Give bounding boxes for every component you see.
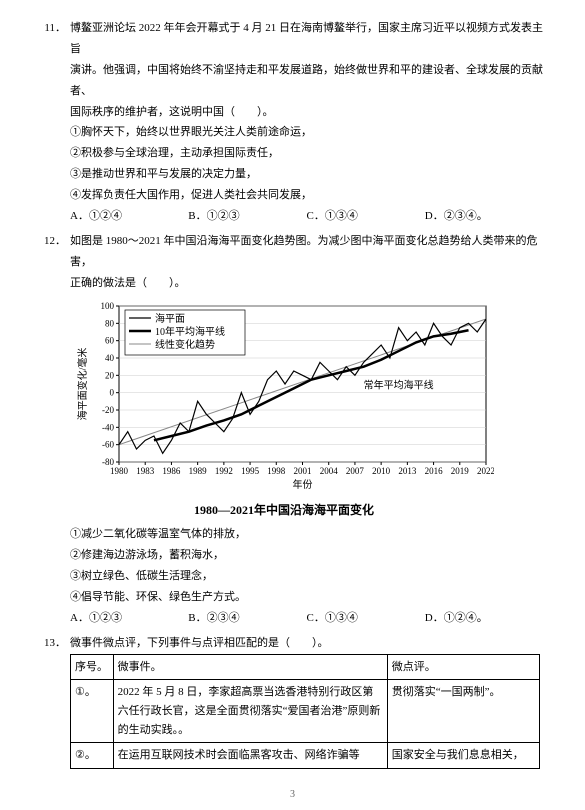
q11-stem-line2: 演讲。他强调，中国将始终不渝坚持走和平发展道路，始终做世界和平的建设者、全球发展… (70, 60, 543, 102)
table-row: ②。 在运用互联网技术时会面临黑客攻击、网络诈骗等 国家安全与我们息息相关， (71, 743, 540, 769)
svg-text:-40: -40 (102, 422, 114, 432)
svg-text:2010: 2010 (372, 466, 391, 476)
q12-opt-b: B．②③④ (188, 608, 306, 629)
svg-text:2016: 2016 (425, 466, 444, 476)
svg-text:1986: 1986 (162, 466, 181, 476)
q12-stem-line1: 如图是 1980～2021 年中国沿海海平面变化趋势图。为减少图中海平面变化总趋… (70, 231, 543, 273)
svg-text:80: 80 (105, 318, 115, 328)
cell-r1c1: ①。 (71, 680, 114, 743)
svg-text:0: 0 (110, 387, 115, 397)
q11-opt-d: D．②③④。 (425, 206, 543, 227)
th-seq: 序号。 (71, 654, 114, 680)
svg-text:常年平均海平线: 常年平均海平线 (364, 378, 434, 391)
svg-text:1989: 1989 (189, 466, 208, 476)
q13-stem: 微事件微点评，下列事件与点评相匹配的是（ ）。 (70, 633, 543, 654)
cell-r1c2: 2022 年 5 月 8 日，李家超高票当选香港特别行政区第六任行政长官，这是全… (113, 680, 387, 743)
q11-item3: ③是推动世界和平与发展的决定力量， (70, 164, 543, 185)
q11-item2: ②积极参与全球治理，主动承担国际责任， (70, 143, 543, 164)
svg-text:1983: 1983 (136, 466, 155, 476)
svg-text:2004: 2004 (320, 466, 339, 476)
th-comment: 微点评。 (387, 654, 539, 680)
q13-table: 序号。 微事件。 微点评。 ①。 2022 年 5 月 8 日，李家超高票当选香… (70, 654, 540, 769)
svg-text:2013: 2013 (398, 466, 417, 476)
q12-item4: ④倡导节能、环保、绿色生产方式。 (70, 587, 543, 608)
svg-text:2019: 2019 (451, 466, 470, 476)
cell-r1c3: 贯彻落实“一国两制”。 (387, 680, 539, 743)
svg-text:年份: 年份 (293, 478, 313, 490)
question-11: 11． 博鳌亚洲论坛 2022 年年会开幕式于 4 月 21 日在海南博鳌举行，… (42, 18, 543, 227)
q11-opt-a: A．①②④ (70, 206, 188, 227)
svg-text:线性变化趋势: 线性变化趋势 (155, 338, 215, 351)
svg-text:10年平均海平线: 10年平均海平线 (155, 325, 225, 338)
q12-options: A．①②③ B．②③④ C．①③④ D．①②④。 (70, 608, 543, 629)
svg-text:2001: 2001 (294, 466, 312, 476)
svg-text:海平面变化/毫米: 海平面变化/毫米 (76, 347, 89, 420)
q11-stem-line1: 博鳌亚洲论坛 2022 年年会开幕式于 4 月 21 日在海南博鳌举行，国家主席… (70, 18, 543, 60)
q12-opt-d: D．①②④。 (425, 608, 543, 629)
q11-opt-c: C．①③④ (307, 206, 425, 227)
q12-opt-c: C．①③④ (307, 608, 425, 629)
table-row: ①。 2022 年 5 月 8 日，李家超高票当选香港特别行政区第六任行政长官，… (71, 680, 540, 743)
q12-item3: ③树立绿色、低碳生活理念， (70, 566, 543, 587)
q12-number: 12． (42, 231, 70, 273)
svg-text:20: 20 (105, 370, 115, 380)
q12-item1: ①减少二氧化碳等温室气体的排放， (70, 524, 543, 545)
q12-opt-a: A．①②③ (70, 608, 188, 629)
cell-r2c3: 国家安全与我们息息相关， (387, 743, 539, 769)
question-12: 12． 如图是 1980～2021 年中国沿海海平面变化趋势图。为减少图中海平面… (42, 231, 543, 629)
chart-caption: 1980—2021年中国沿海海平面变化 (74, 499, 494, 522)
svg-text:1995: 1995 (241, 466, 259, 476)
th-event: 微事件。 (113, 654, 387, 680)
q11-number: 11． (42, 18, 70, 60)
sea-level-chart: -80-60-40-20020406080100常年平均海平线198019831… (74, 300, 494, 523)
question-13: 13． 微事件微点评，下列事件与点评相匹配的是（ ）。 序号。 微事件。 微点评… (42, 633, 543, 769)
q11-stem-line3: 国际秩序的维护者，这说明中国（ ）。 (70, 102, 543, 123)
cell-r2c2: 在运用互联网技术时会面临黑客攻击、网络诈骗等 (113, 743, 387, 769)
svg-text:40: 40 (105, 353, 115, 363)
svg-text:60: 60 (105, 335, 115, 345)
q11-opt-b: B．①②③ (188, 206, 306, 227)
q11-item4: ④发挥负责任大国作用，促进人类社会共同发展， (70, 185, 543, 206)
q13-number: 13． (42, 633, 70, 654)
table-row: 序号。 微事件。 微点评。 (71, 654, 540, 680)
svg-text:1992: 1992 (215, 466, 233, 476)
svg-text:2022: 2022 (477, 466, 494, 476)
q12-stem-line2: 正确的做法是（ ）。 (70, 273, 543, 294)
svg-text:1998: 1998 (267, 466, 286, 476)
svg-text:-60: -60 (102, 439, 114, 449)
chart-svg: -80-60-40-20020406080100常年平均海平线198019831… (74, 300, 494, 490)
q12-item2: ②修建海边游泳场，蓄积海水， (70, 545, 543, 566)
page-number: 3 (0, 785, 585, 804)
q11-item1: ①胸怀天下，始终以世界眼光关注人类前途命运， (70, 122, 543, 143)
svg-text:2007: 2007 (346, 466, 365, 476)
cell-r2c1: ②。 (71, 743, 114, 769)
svg-text:海平面: 海平面 (155, 312, 185, 325)
svg-text:100: 100 (101, 301, 115, 311)
q11-options: A．①②④ B．①②③ C．①③④ D．②③④。 (70, 206, 543, 227)
svg-text:-20: -20 (102, 405, 114, 415)
svg-text:1980: 1980 (110, 466, 129, 476)
